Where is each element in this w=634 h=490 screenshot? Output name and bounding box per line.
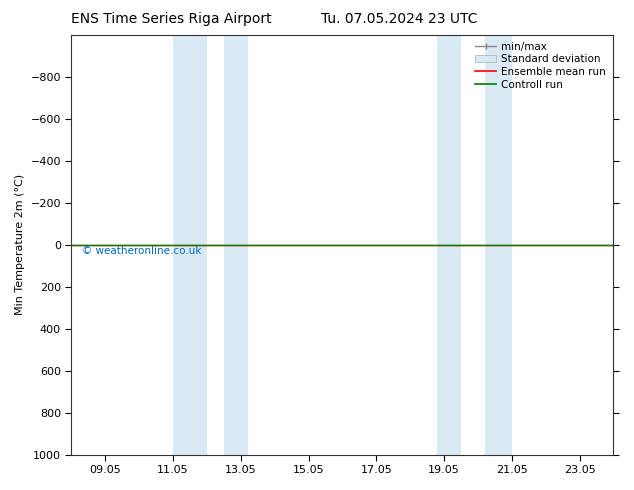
Text: Tu. 07.05.2024 23 UTC: Tu. 07.05.2024 23 UTC <box>321 12 477 26</box>
Text: ENS Time Series Riga Airport: ENS Time Series Riga Airport <box>71 12 271 26</box>
Text: © weatheronline.co.uk: © weatheronline.co.uk <box>82 246 202 256</box>
Bar <box>437 35 461 455</box>
Bar <box>173 35 207 455</box>
Bar <box>224 35 248 455</box>
Legend: min/max, Standard deviation, Ensemble mean run, Controll run: min/max, Standard deviation, Ensemble me… <box>473 40 608 92</box>
Y-axis label: Min Temperature 2m (°C): Min Temperature 2m (°C) <box>15 174 25 315</box>
Bar <box>485 35 512 455</box>
